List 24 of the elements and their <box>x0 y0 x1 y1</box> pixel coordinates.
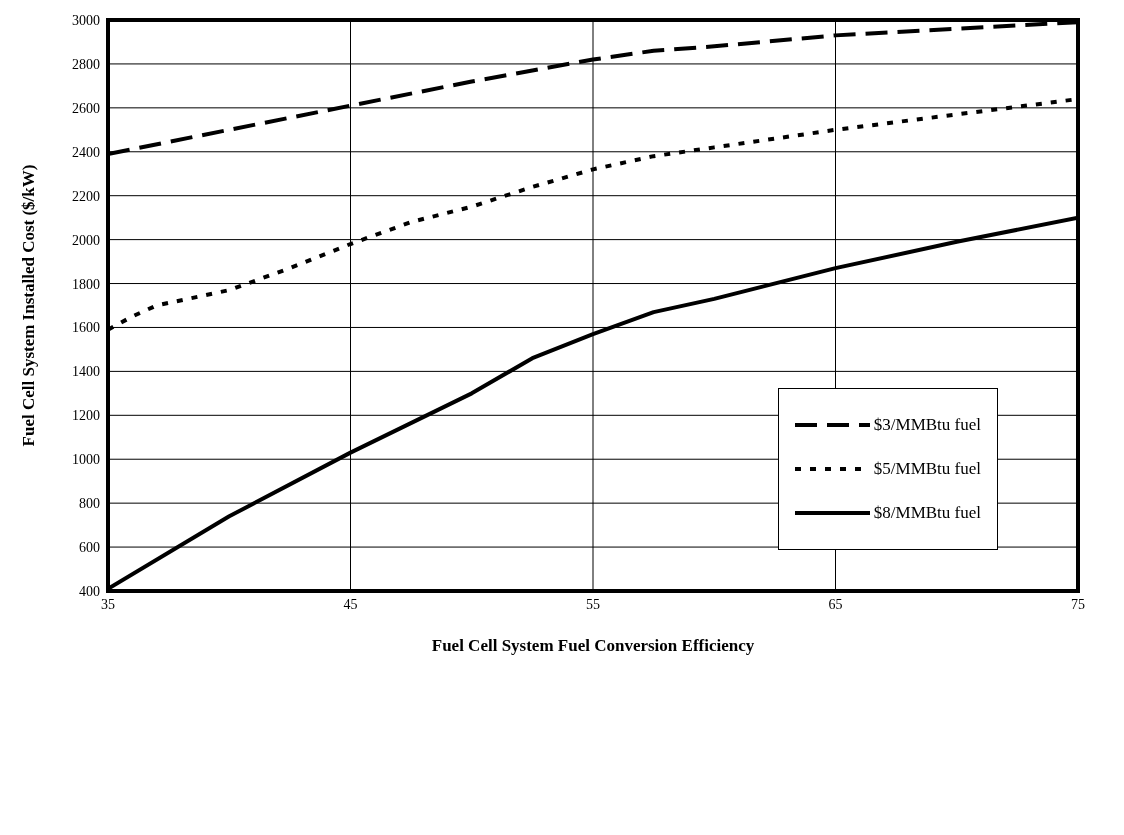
y-tick-label: 2000 <box>72 232 100 248</box>
x-tick-label: 65 <box>828 596 843 612</box>
y-tick-label: 2200 <box>72 188 100 204</box>
x-tick-label: 75 <box>1071 596 1085 612</box>
y-tick-label: 2600 <box>72 100 100 116</box>
y-tick-label: 1000 <box>72 452 100 468</box>
y-tick-label: 2400 <box>72 144 100 160</box>
y-tick-label: 1600 <box>72 320 100 336</box>
x-tick-label: 55 <box>586 596 600 612</box>
legend-label: $5/MMBtu fuel <box>873 459 981 479</box>
y-tick-label: 800 <box>79 496 100 512</box>
y-tick-label: 1400 <box>72 364 100 380</box>
legend-label: $8/MMBtu fuel <box>873 503 981 523</box>
y-tick-label: 1800 <box>72 276 100 292</box>
y-tick-label: 3000 <box>72 12 100 28</box>
x-tick-label: 45 <box>343 596 358 612</box>
y-axis-title: Fuel Cell System Installed Cost ($/kW) <box>19 164 39 447</box>
y-tick-label: 600 <box>79 540 100 556</box>
legend-label: $3/MMBtu fuel <box>873 415 981 435</box>
y-tick-label: 2800 <box>72 56 100 72</box>
y-tick-label: 1200 <box>72 408 100 424</box>
y-tick-label: 400 <box>79 583 100 599</box>
x-tick-label: 35 <box>101 596 115 612</box>
x-axis-title: Fuel Cell System Fuel Conversion Efficiency <box>431 636 755 656</box>
